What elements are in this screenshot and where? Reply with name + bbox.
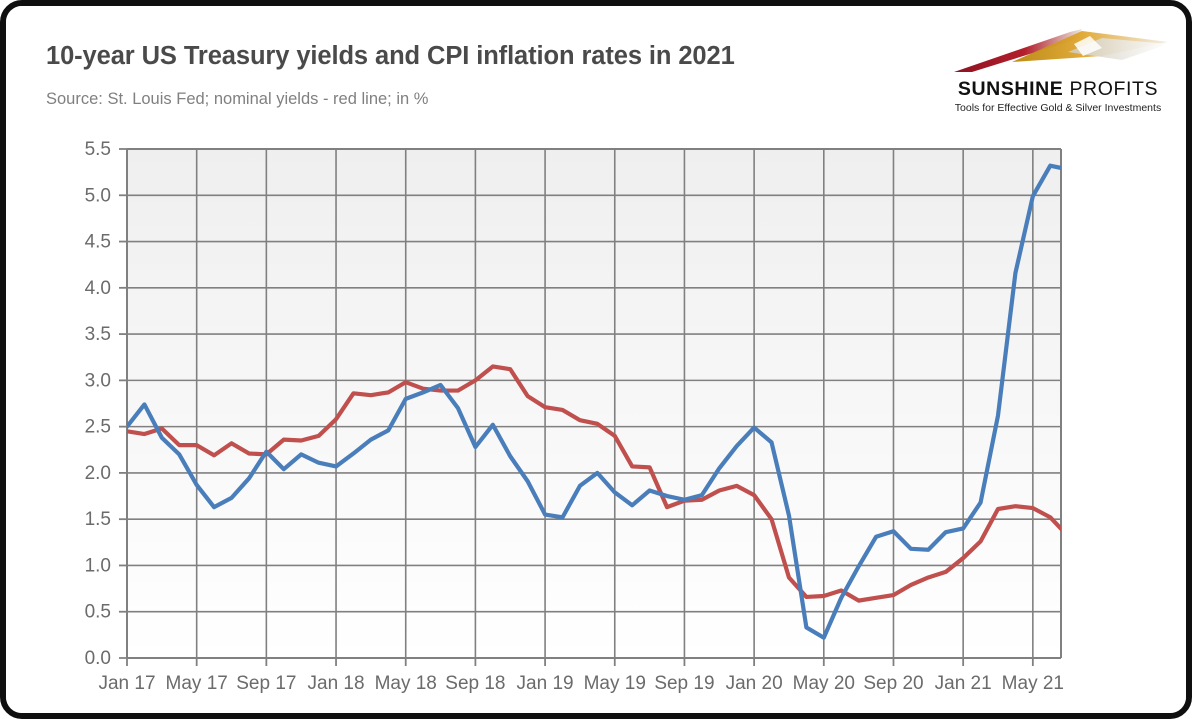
line-chart-svg: 0.0 0.5 1.0 1.5 2.0 2.5 3.0 3.5 4.0 4.5 5.0 5.5 Jan…: [85, 139, 1064, 694]
y-tick-label: 0.0: [85, 648, 111, 669]
y-axis-labels: 0.0 0.5 1.0 1.5 2.0 2.5 3.0 3.5 4.0 4.5 5.0 5.5: [85, 139, 111, 669]
axis-ticks: [119, 148, 1034, 666]
x-tick-label: Sep 17: [236, 673, 296, 694]
y-tick-label: 5.0: [85, 185, 111, 206]
x-tick-label: Jan 21: [935, 673, 992, 694]
y-tick-label: 0.5: [85, 602, 111, 623]
x-tick-label: Jan 20: [726, 673, 783, 694]
y-tick-label: 1.0: [85, 555, 111, 576]
logo-tagline: Tools for Effective Gold & Silver Invest…: [954, 102, 1162, 114]
page-title: 10-year US Treasury yields and CPI infla…: [46, 42, 735, 70]
y-tick-label: 5.5: [85, 139, 111, 160]
y-tick-label: 3.0: [85, 370, 111, 391]
y-tick-label: 4.0: [85, 278, 111, 299]
chart-subtitle: Source: St. Louis Fed; nominal yields - …: [46, 90, 429, 108]
x-tick-label: Sep 20: [863, 673, 923, 694]
series-line-treasury-yields: [127, 364, 1061, 603]
x-tick-label: May 21: [1002, 673, 1064, 694]
x-tick-label: Sep 18: [445, 673, 505, 694]
x-tick-label: May 18: [375, 673, 437, 694]
sunshine-swoosh-icon: [954, 29, 1168, 72]
x-tick-label: May 17: [166, 673, 228, 694]
data-series: [127, 163, 1061, 640]
y-tick-label: 2.0: [85, 463, 111, 484]
y-tick-label: 3.5: [85, 324, 111, 345]
x-tick-label: May 20: [793, 673, 855, 694]
x-tick-label: Jan 17: [98, 673, 155, 694]
logo-word-sunshine: SUNSHINE: [957, 78, 1064, 100]
x-tick-label: Jan 19: [517, 673, 574, 694]
brand-logo: SUNSHINE PROFITS Tools for Effective Gol…: [934, 26, 1182, 118]
y-tick-label: 2.5: [85, 417, 111, 438]
series-line-cpi-inflation: [127, 163, 1061, 640]
x-tick-label: May 19: [584, 673, 646, 694]
chart-plot-area: 0.0 0.5 1.0 1.5 2.0 2.5 3.0 3.5 4.0 4.5 5.0 5.5 Jan…: [6, 6, 1186, 713]
chart-canvas: 10-year US Treasury yields and CPI infla…: [6, 6, 1186, 713]
x-tick-label: Jan 18: [308, 673, 365, 694]
y-tick-label: 1.5: [85, 509, 111, 530]
x-axis-labels: Jan 17 May 17 Sep 17 Jan 18 May 18 Sep 18 Jan …: [98, 673, 1064, 694]
y-tick-label: 4.5: [85, 232, 111, 253]
logo-word-profits: PROFITS: [1069, 78, 1159, 100]
plot-background: [127, 149, 1061, 658]
logo-wordmark: SUNSHINE PROFITS: [934, 78, 1182, 101]
x-tick-label: Sep 19: [654, 673, 714, 694]
